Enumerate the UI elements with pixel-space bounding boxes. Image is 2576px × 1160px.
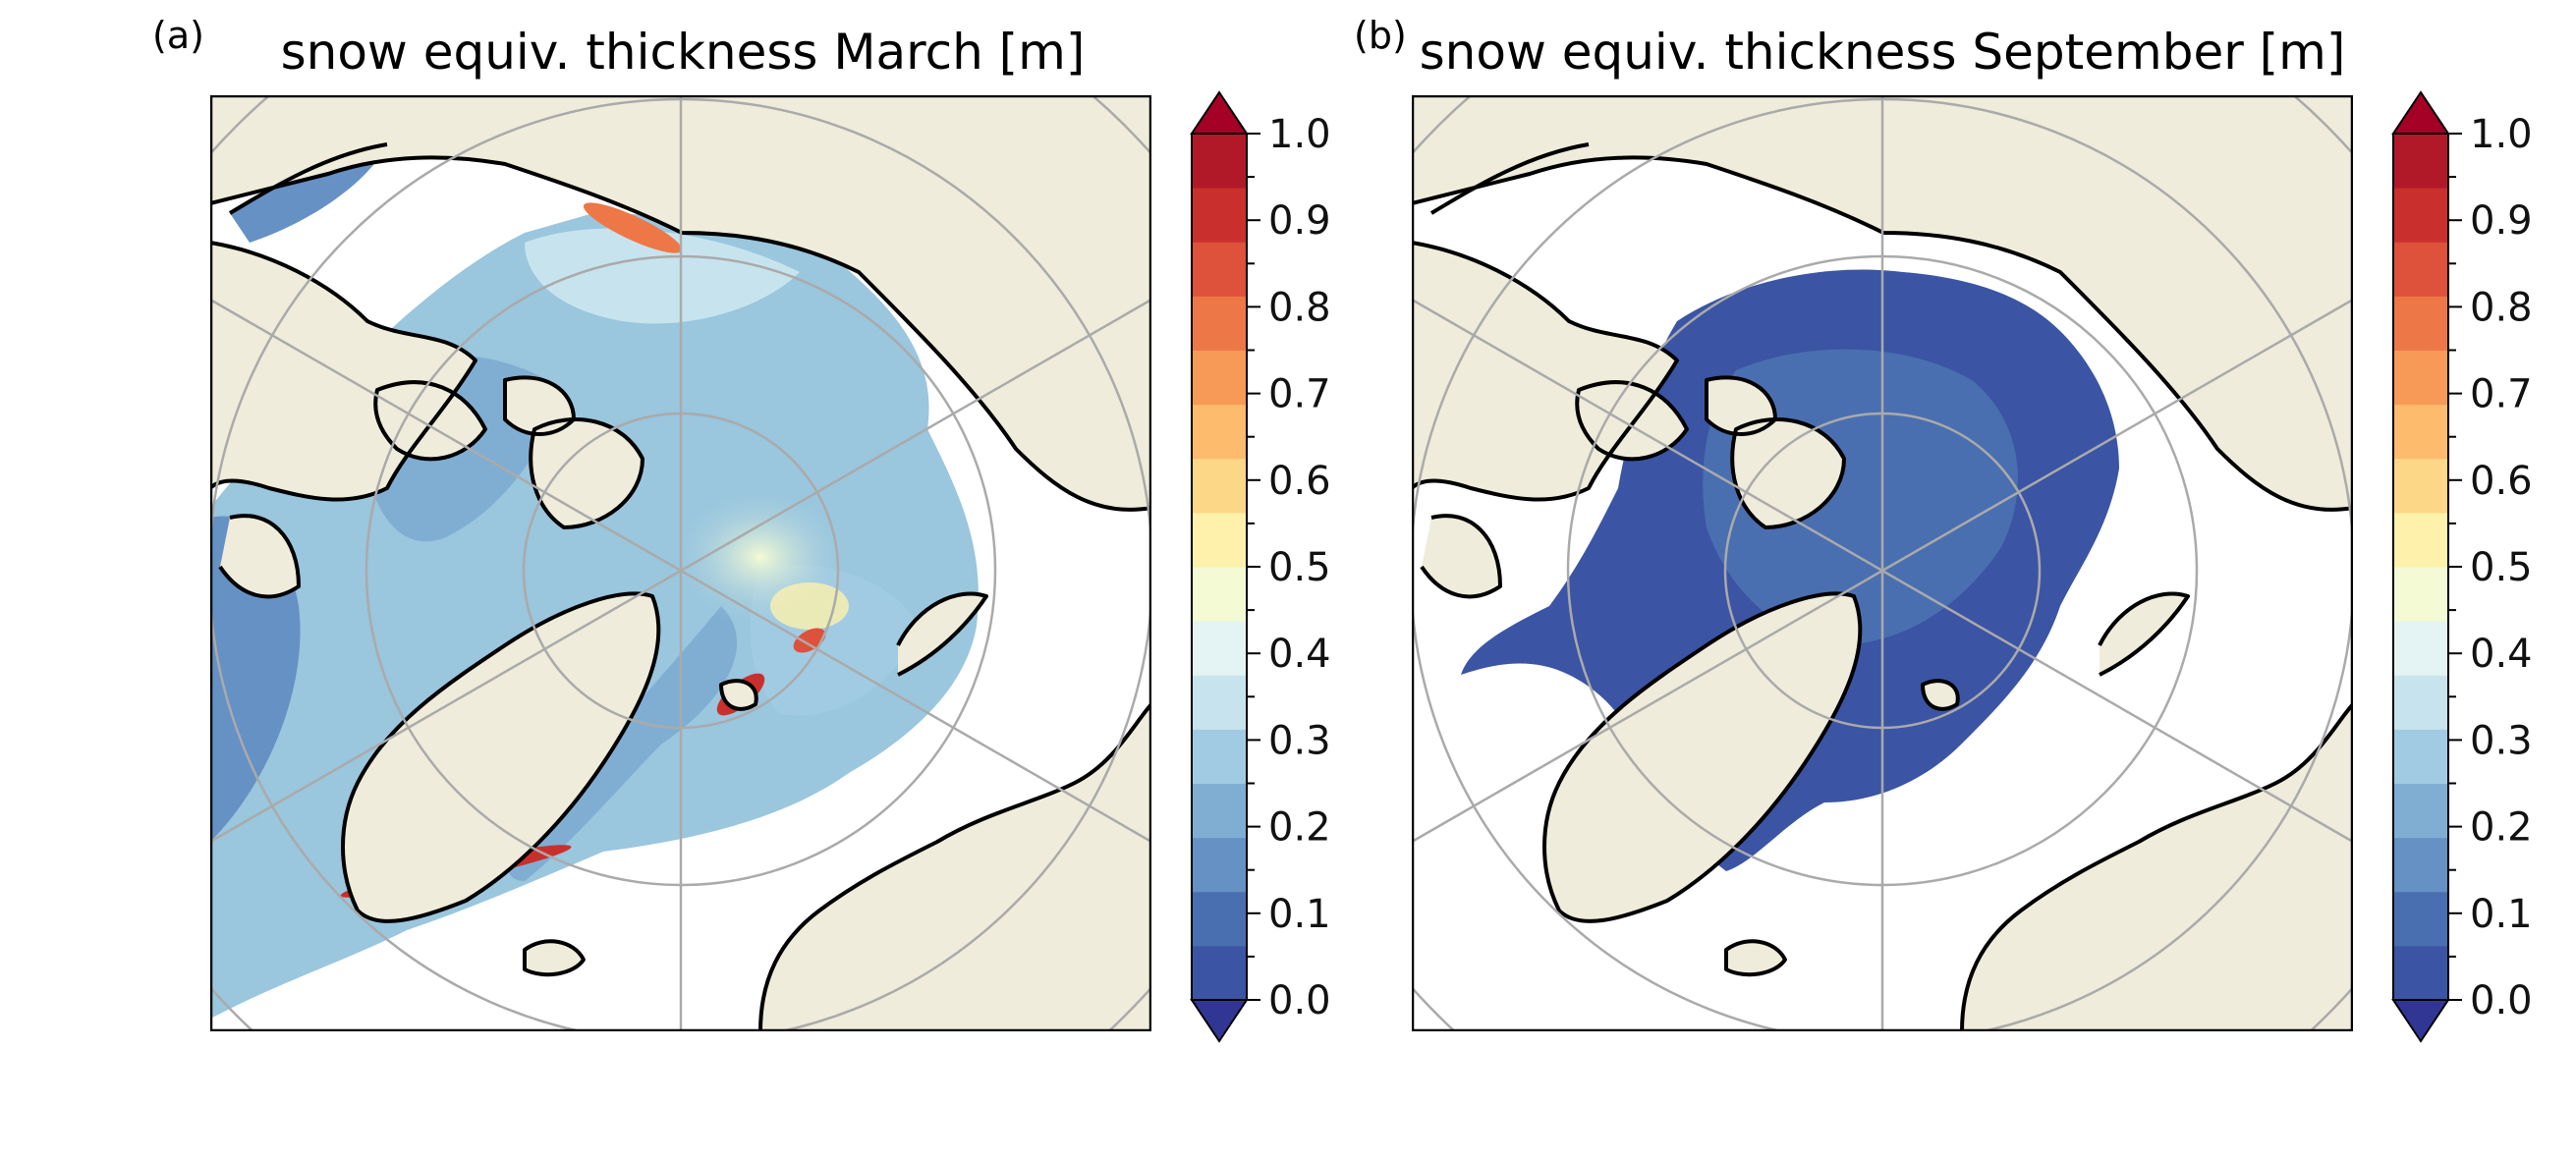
colorbar-extend-max	[2391, 90, 2450, 135]
colorbar-block	[2393, 891, 2448, 947]
landmass-siberia-alaska	[210, 95, 1151, 510]
landmass-novaya-zemlya	[898, 593, 986, 675]
colorbar-block	[2393, 404, 2448, 460]
coastlines	[210, 142, 1151, 1031]
landmass-greenland	[343, 593, 659, 921]
colorbar-block	[1192, 242, 1247, 297]
colorbar-tick-label: 0.1	[2470, 892, 2533, 937]
panel-a-letter: (a)	[152, 14, 204, 57]
ice-region-pacific-sector	[525, 228, 800, 324]
colorbar-tick-label: 0.9	[1268, 198, 1331, 244]
colorbar-tick-label: 0.0	[2470, 978, 2533, 1023]
colorbar-block	[1192, 891, 1247, 947]
coastlines	[1412, 142, 2353, 1031]
ice-region-thick-spot	[770, 582, 849, 630]
colorbar-extend-min	[2391, 999, 2450, 1043]
colorbar-block	[1192, 621, 1247, 676]
colorbar-extend-max	[1190, 90, 1249, 135]
colorbar-panel-a: 0.0 0.1 0.2 0.3 0.4 0.5 0.6 0.7 0.8 0.9 1.0	[1190, 90, 1331, 1043]
colorbar-block	[2393, 512, 2448, 568]
colorbar-tick-label: 0.6	[1268, 459, 1331, 504]
landmass-canadian-islands	[375, 382, 485, 460]
colorbar-tick-label: 0.5	[1268, 545, 1331, 590]
panel-b-title: snow equiv. thickness September [m]	[1419, 24, 2346, 81]
colorbar-block	[2393, 783, 2448, 839]
graticule	[210, 95, 1151, 1031]
colorbar-tick-label: 0.5	[2470, 545, 2533, 590]
colorbar-block	[1192, 567, 1247, 622]
colorbar-block	[1192, 404, 1247, 460]
colorbar-block	[2393, 134, 2448, 189]
colorbar-block	[2393, 350, 2448, 406]
colorbar-tick-label: 0.7	[2470, 372, 2533, 417]
colorbar-block	[1192, 350, 1247, 406]
colorbar-tick-label: 1.0	[1268, 112, 1331, 157]
colorbar-block	[1192, 458, 1247, 514]
panel-a-title: snow equiv. thickness March [m]	[280, 24, 1086, 81]
colorbar-tick-label: 0.9	[2470, 198, 2533, 244]
colorbar-tick-label: 0.0	[1268, 978, 1331, 1023]
colorbar-block	[2393, 242, 2448, 297]
landmass-labrador	[220, 516, 299, 597]
colorbar-tick-label: 0.4	[1268, 632, 1331, 677]
colorbar-tick-label: 0.3	[2470, 718, 2533, 763]
colorbar-tick-label: 0.1	[1268, 892, 1331, 937]
colorbar-tick-label: 0.2	[2470, 805, 2533, 851]
colorbar-block	[1192, 188, 1247, 243]
colorbar-tick-label: 0.6	[2470, 459, 2533, 504]
colorbar-block	[2393, 188, 2448, 243]
colorbar-block	[1192, 729, 1247, 784]
colorbar-block	[1192, 512, 1247, 568]
landmass-scandinavia-russia	[1962, 704, 2353, 1031]
map-panel-a	[210, 95, 1151, 1031]
colorbar-block	[1192, 837, 1247, 893]
colorbar-block	[2393, 675, 2448, 730]
colorbar-block	[2393, 567, 2448, 622]
colorbar-tick-label: 0.8	[2470, 285, 2533, 330]
colorbar-tick-label: 0.4	[2470, 632, 2533, 677]
colorbar-tick-label: 0.3	[1268, 718, 1331, 763]
colorbar-tick-label: 0.7	[1268, 372, 1331, 417]
colorbar-block	[2393, 729, 2448, 784]
ice-region-thick-spot	[583, 202, 683, 253]
landmass-canadian-islands	[1577, 382, 1687, 460]
colorbar-block	[1192, 134, 1247, 189]
map-panel-b	[1412, 95, 2353, 1031]
landmass-siberia-alaska	[1412, 95, 2353, 510]
landmass-greenland	[1544, 593, 1861, 921]
landmass-svalbard	[1923, 681, 1958, 709]
graticule	[1412, 95, 2353, 1031]
landmass-scandinavia-russia	[760, 704, 1151, 1031]
landmass-iceland	[1726, 941, 1785, 975]
ice-region-laptev	[1962, 340, 2060, 387]
panel-b-letter: (b)	[1354, 14, 1407, 57]
colorbar-tick-label: 0.2	[1268, 805, 1331, 851]
landmass-labrador	[1422, 516, 1500, 597]
colorbar-block	[2393, 458, 2448, 514]
colorbar-block	[1192, 675, 1247, 730]
colorbar-block	[2393, 945, 2448, 1001]
colorbar-block	[1192, 296, 1247, 351]
colorbar-block	[1192, 783, 1247, 839]
colorbar-block	[2393, 837, 2448, 893]
landmass-iceland	[525, 941, 584, 975]
colorbar-block	[2393, 296, 2448, 351]
colorbar-extend-min	[1190, 999, 1249, 1043]
colorbar-block	[1192, 945, 1247, 1001]
colorbar-block	[2393, 621, 2448, 676]
landmass-svalbard	[721, 681, 756, 709]
colorbar-tick-label: 1.0	[2470, 112, 2533, 157]
colorbar-panel-b: 0.0 0.1 0.2 0.3 0.4 0.5 0.6 0.7 0.8 0.9 1.0	[2391, 90, 2533, 1043]
landmass-novaya-zemlya	[2100, 593, 2188, 675]
colorbar-tick-label: 0.8	[1268, 285, 1331, 330]
